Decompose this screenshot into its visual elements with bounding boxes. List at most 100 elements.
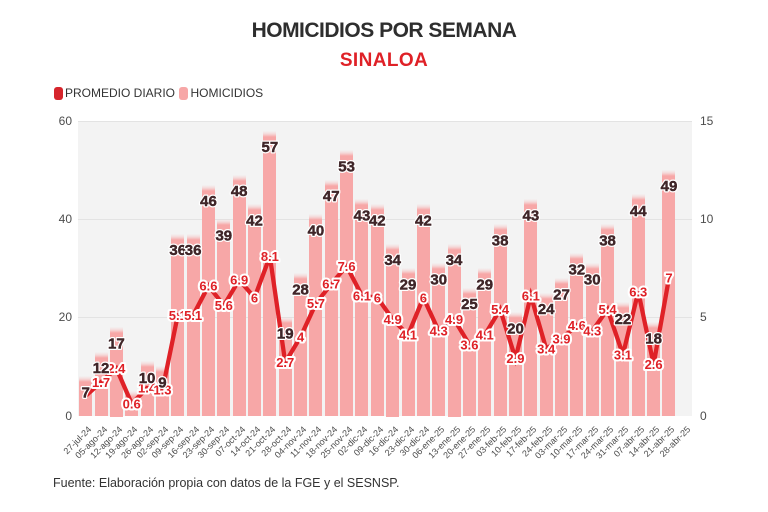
svg-text:36: 36 [185,242,202,259]
svg-text:10: 10 [139,370,156,387]
svg-text:5.6: 5.6 [215,298,233,313]
svg-text:4.1: 4.1 [476,328,494,343]
svg-text:40: 40 [308,222,325,239]
svg-text:42: 42 [369,213,386,230]
svg-text:43: 43 [522,208,539,225]
svg-text:9: 9 [158,375,166,392]
svg-text:8.1: 8.1 [261,249,279,264]
svg-text:38: 38 [492,232,509,249]
svg-text:39: 39 [215,227,232,244]
svg-text:38: 38 [599,232,616,249]
svg-text:36: 36 [169,242,186,259]
svg-text:46: 46 [200,193,217,210]
svg-text:25: 25 [461,296,478,313]
svg-text:1.4: 1.4 [138,381,157,396]
svg-text:34: 34 [384,252,401,269]
svg-text:1.3: 1.3 [153,383,171,398]
svg-text:38: 38 [492,232,509,249]
svg-text:43: 43 [354,208,371,225]
svg-text:12: 12 [93,360,110,377]
svg-text:18: 18 [645,330,662,347]
svg-text:43: 43 [354,208,371,225]
svg-text:6.1: 6.1 [353,288,371,303]
svg-text:42: 42 [246,213,263,230]
svg-text:7: 7 [81,385,89,402]
svg-text:44: 44 [630,203,647,220]
svg-text:25: 25 [461,296,478,313]
svg-text:0.6: 0.6 [123,396,141,411]
svg-text:30: 30 [584,272,601,289]
svg-text:3.6: 3.6 [460,337,478,352]
svg-text:6.1: 6.1 [522,288,540,303]
svg-text:32: 32 [569,262,586,279]
svg-text:4.3: 4.3 [583,324,601,339]
svg-text:4.1: 4.1 [399,328,417,343]
svg-text:3.1: 3.1 [614,347,632,362]
svg-text:6: 6 [374,290,381,305]
svg-text:34: 34 [446,252,463,269]
svg-text:38: 38 [599,232,616,249]
svg-text:4.9: 4.9 [384,312,402,327]
svg-text:7: 7 [81,385,89,402]
svg-text:19: 19 [277,326,294,343]
svg-text:4: 4 [297,330,305,345]
svg-text:22: 22 [615,311,632,328]
svg-text:9: 9 [158,375,166,392]
svg-text:36: 36 [185,242,202,259]
svg-text:32: 32 [569,262,586,279]
svg-text:6: 6 [251,290,258,305]
svg-text:28: 28 [292,281,309,298]
svg-text:49: 49 [661,178,678,195]
svg-text:48: 48 [231,183,248,200]
svg-text:22: 22 [615,311,632,328]
svg-text:10: 10 [139,370,156,387]
svg-text:30: 30 [430,272,447,289]
svg-text:17: 17 [108,335,125,352]
svg-text:57: 57 [262,139,279,156]
svg-text:3.9: 3.9 [552,332,570,347]
svg-text:57: 57 [262,139,279,156]
svg-text:30: 30 [430,272,447,289]
svg-text:4.6: 4.6 [568,318,586,333]
svg-text:47: 47 [323,188,340,205]
svg-text:44: 44 [630,203,647,220]
svg-text:48: 48 [231,183,248,200]
svg-text:17: 17 [108,335,125,352]
svg-text:43: 43 [522,208,539,225]
svg-text:29: 29 [476,276,493,293]
svg-text:7: 7 [665,271,672,286]
svg-text:7.6: 7.6 [338,259,356,274]
svg-text:2.6: 2.6 [645,357,663,372]
svg-text:3.4: 3.4 [537,341,556,356]
svg-text:34: 34 [384,252,401,269]
svg-text:2.7: 2.7 [276,355,294,370]
svg-text:5.4: 5.4 [491,302,510,317]
svg-text:6.6: 6.6 [199,279,217,294]
svg-text:46: 46 [200,193,217,210]
svg-text:20: 20 [507,321,524,338]
svg-text:12: 12 [93,360,110,377]
svg-text:30: 30 [584,272,601,289]
svg-text:42: 42 [415,213,432,230]
svg-text:39: 39 [215,227,232,244]
svg-text:6.3: 6.3 [629,284,647,299]
svg-text:28: 28 [292,281,309,298]
svg-text:5.4: 5.4 [599,302,618,317]
svg-text:4.9: 4.9 [445,312,463,327]
svg-text:20: 20 [507,321,524,338]
svg-text:5.1: 5.1 [169,308,187,323]
svg-text:29: 29 [400,276,417,293]
svg-text:36: 36 [169,242,186,259]
svg-text:49: 49 [661,178,678,195]
svg-text:42: 42 [246,213,263,230]
svg-text:6.9: 6.9 [230,273,248,288]
svg-text:27: 27 [553,286,570,303]
svg-text:4.3: 4.3 [430,324,448,339]
svg-text:24: 24 [538,301,555,318]
svg-text:5.7: 5.7 [307,296,325,311]
svg-text:5.1: 5.1 [184,308,202,323]
svg-text:42: 42 [369,213,386,230]
svg-text:40: 40 [308,222,325,239]
svg-text:53: 53 [338,159,355,176]
svg-text:24: 24 [538,301,555,318]
